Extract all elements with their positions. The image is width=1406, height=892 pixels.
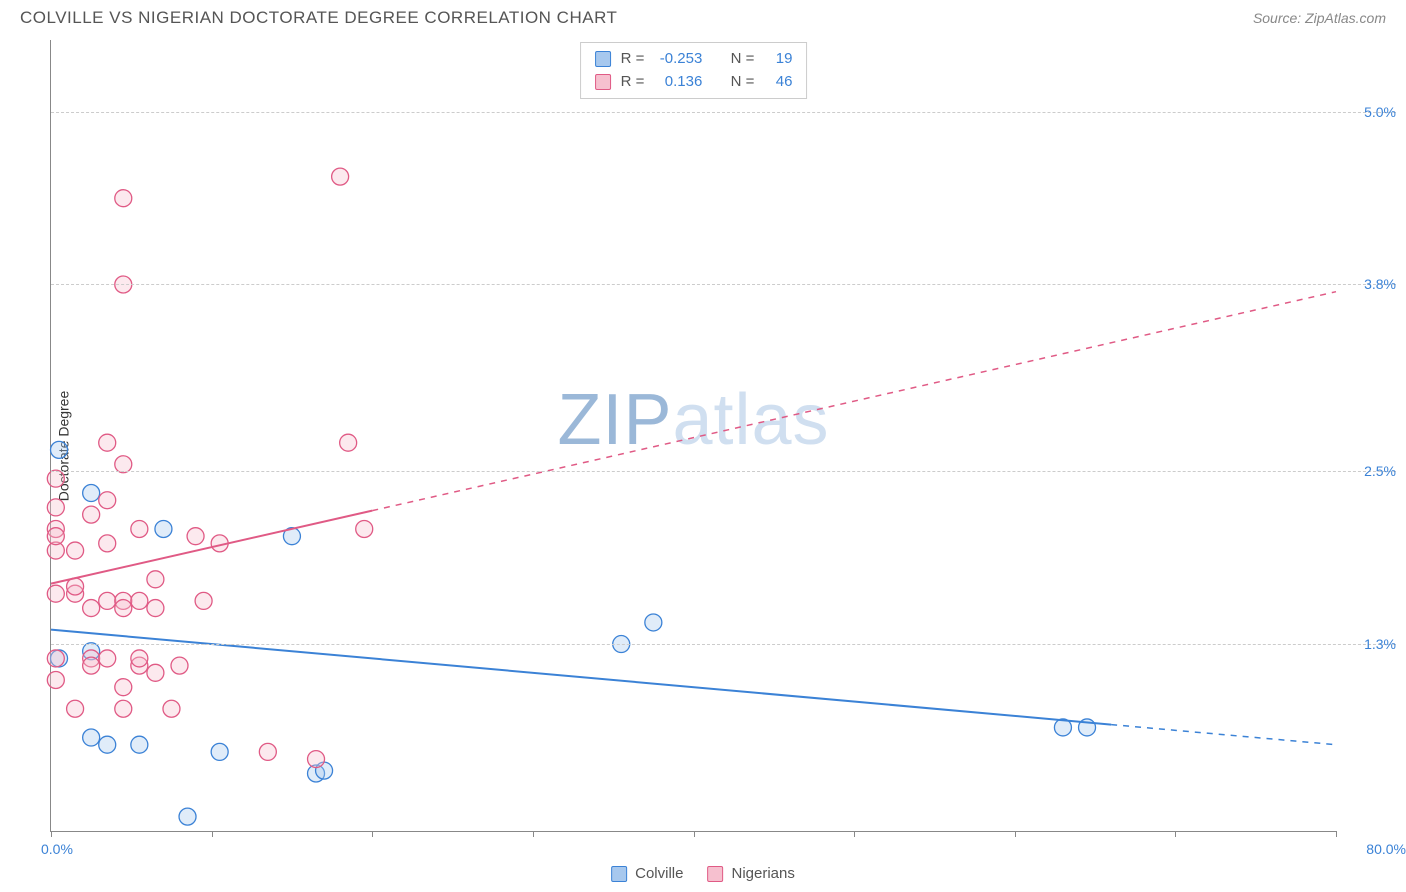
x-axis-end-label: 80.0%	[1366, 841, 1406, 857]
scatter-point	[131, 650, 148, 667]
y-tick-label: 2.5%	[1341, 463, 1396, 479]
scatter-point	[155, 520, 172, 537]
scatter-point	[83, 485, 100, 502]
legend-item: Colville	[611, 865, 683, 882]
scatter-point	[83, 657, 100, 674]
scatter-point	[147, 571, 164, 588]
x-tick	[1175, 831, 1176, 837]
legend-swatch	[707, 866, 723, 882]
scatter-point	[187, 528, 204, 545]
scatter-point	[115, 600, 132, 617]
x-tick	[1015, 831, 1016, 837]
legend: Colville Nigerians	[611, 865, 795, 882]
gridline	[51, 112, 1396, 113]
scatter-point	[340, 434, 357, 451]
chart-header: COLVILLE VS NIGERIAN DOCTORATE DEGREE CO…	[0, 0, 1406, 32]
scatter-point	[195, 592, 212, 609]
legend-label: Nigerians	[731, 865, 794, 882]
x-tick	[854, 831, 855, 837]
scatter-point	[211, 743, 228, 760]
legend-swatch	[611, 866, 627, 882]
legend-label: Colville	[635, 865, 683, 882]
scatter-point	[47, 671, 64, 688]
scatter-point	[308, 751, 325, 768]
scatter-point	[99, 650, 116, 667]
scatter-point	[147, 600, 164, 617]
legend-item: Nigerians	[707, 865, 794, 882]
scatter-point	[131, 520, 148, 537]
scatter-point	[99, 535, 116, 552]
scatter-point	[47, 585, 64, 602]
trendline-dashed	[1111, 725, 1336, 745]
scatter-point	[51, 441, 68, 458]
scatter-svg	[51, 40, 1336, 831]
x-tick	[1336, 831, 1337, 837]
gridline	[51, 284, 1396, 285]
x-tick	[372, 831, 373, 837]
scatter-point	[115, 700, 132, 717]
x-axis-start-label: 0.0%	[41, 841, 73, 857]
scatter-point	[645, 614, 662, 631]
scatter-point	[115, 456, 132, 473]
scatter-point	[67, 578, 84, 595]
y-tick-label: 3.8%	[1341, 276, 1396, 292]
scatter-point	[259, 743, 276, 760]
chart-source: Source: ZipAtlas.com	[1253, 10, 1386, 26]
y-tick-label: 5.0%	[1341, 104, 1396, 120]
x-tick	[533, 831, 534, 837]
gridline	[51, 471, 1396, 472]
scatter-point	[163, 700, 180, 717]
scatter-point	[131, 736, 148, 753]
scatter-point	[131, 592, 148, 609]
x-tick	[694, 831, 695, 837]
chart-title: COLVILLE VS NIGERIAN DOCTORATE DEGREE CO…	[20, 8, 617, 28]
scatter-point	[147, 664, 164, 681]
scatter-point	[99, 592, 116, 609]
scatter-point	[83, 729, 100, 746]
scatter-point	[83, 600, 100, 617]
gridline	[51, 644, 1396, 645]
scatter-point	[83, 506, 100, 523]
scatter-point	[99, 434, 116, 451]
scatter-point	[115, 679, 132, 696]
x-tick	[51, 831, 52, 837]
scatter-point	[332, 168, 349, 185]
trendline-dashed	[372, 292, 1336, 511]
scatter-point	[47, 499, 64, 516]
scatter-point	[67, 542, 84, 559]
scatter-point	[47, 650, 64, 667]
scatter-point	[47, 528, 64, 545]
scatter-point	[115, 190, 132, 207]
scatter-point	[47, 470, 64, 487]
scatter-point	[179, 808, 196, 825]
x-tick	[212, 831, 213, 837]
y-tick-label: 1.3%	[1341, 636, 1396, 652]
scatter-point	[67, 700, 84, 717]
scatter-point	[99, 736, 116, 753]
scatter-point	[356, 520, 373, 537]
plot-area: ZIPatlas R =-0.253 N =19R =0.136 N =46 0…	[50, 40, 1336, 832]
scatter-point	[171, 657, 188, 674]
scatter-point	[99, 492, 116, 509]
